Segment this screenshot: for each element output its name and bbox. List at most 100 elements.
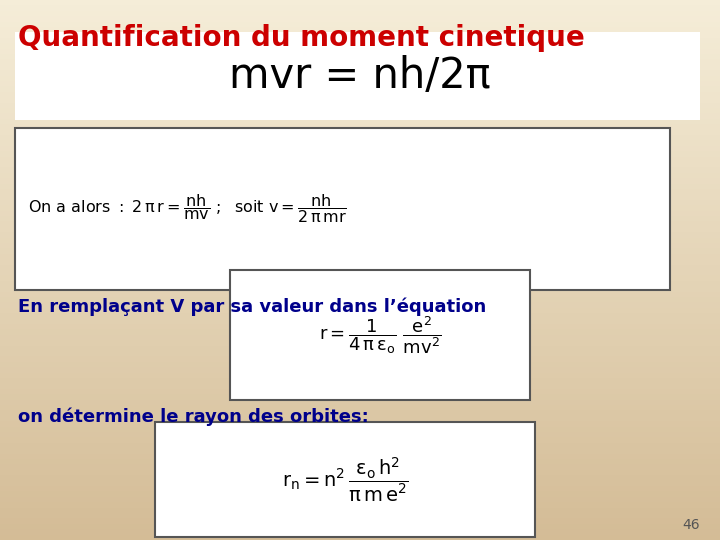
Bar: [0, 437, 720, 443]
Bar: [0, 140, 720, 146]
Bar: [0, 518, 720, 524]
Bar: [0, 340, 720, 346]
Bar: [0, 254, 720, 259]
Bar: [0, 362, 720, 367]
Bar: [0, 86, 720, 92]
Bar: [0, 475, 720, 481]
Bar: [0, 329, 720, 335]
Bar: [0, 508, 720, 513]
Bar: [0, 324, 720, 329]
Text: Quantification du moment cinetique: Quantification du moment cinetique: [18, 24, 585, 52]
Bar: [0, 178, 720, 184]
Bar: [0, 5, 720, 11]
Bar: [0, 513, 720, 518]
Bar: [0, 502, 720, 508]
Bar: [0, 189, 720, 194]
Bar: [0, 238, 720, 243]
Bar: [0, 32, 720, 38]
Bar: [0, 162, 720, 167]
Bar: [0, 38, 720, 43]
Bar: [0, 200, 720, 205]
Bar: [0, 76, 720, 81]
Bar: [0, 292, 720, 297]
Bar: [0, 351, 720, 356]
Bar: [0, 373, 720, 378]
Bar: [0, 232, 720, 238]
Bar: [0, 194, 720, 200]
Bar: [0, 205, 720, 211]
Bar: [0, 108, 720, 113]
Text: mvr = nh/2π: mvr = nh/2π: [229, 55, 491, 97]
Bar: [0, 146, 720, 151]
Bar: [0, 470, 720, 475]
Bar: [0, 378, 720, 383]
Bar: [0, 281, 720, 286]
Bar: [0, 270, 720, 275]
FancyBboxPatch shape: [15, 128, 670, 290]
Text: 46: 46: [683, 518, 700, 532]
Bar: [0, 448, 720, 454]
Bar: [0, 92, 720, 97]
Bar: [0, 416, 720, 421]
Bar: [0, 54, 720, 59]
Bar: [0, 59, 720, 65]
Bar: [0, 157, 720, 162]
Bar: [0, 151, 720, 157]
Text: $\mathrm{r_n = n^2\,\dfrac{\varepsilon_o\,h^2}{\pi\,m\,e^2}}$: $\mathrm{r_n = n^2\,\dfrac{\varepsilon_o…: [282, 456, 408, 504]
Bar: [0, 405, 720, 410]
Bar: [0, 459, 720, 464]
Bar: [0, 70, 720, 76]
Bar: [0, 0, 720, 5]
Bar: [0, 11, 720, 16]
Bar: [0, 302, 720, 308]
FancyBboxPatch shape: [155, 422, 535, 537]
Bar: [0, 491, 720, 497]
Bar: [0, 65, 720, 70]
Bar: [0, 319, 720, 324]
Bar: [0, 497, 720, 502]
Bar: [0, 124, 720, 130]
Bar: [0, 432, 720, 437]
Bar: [0, 454, 720, 459]
Bar: [0, 443, 720, 448]
Bar: [0, 221, 720, 227]
Bar: [0, 22, 720, 27]
Bar: [0, 394, 720, 400]
Bar: [0, 486, 720, 491]
Bar: [0, 335, 720, 340]
Bar: [0, 308, 720, 313]
Bar: [0, 173, 720, 178]
Bar: [0, 389, 720, 394]
Bar: [0, 410, 720, 416]
Bar: [0, 367, 720, 373]
Bar: [0, 259, 720, 265]
Bar: [0, 529, 720, 535]
Bar: [0, 356, 720, 362]
Bar: [0, 43, 720, 49]
Bar: [0, 49, 720, 54]
FancyBboxPatch shape: [15, 32, 700, 120]
Bar: [0, 130, 720, 135]
Bar: [0, 248, 720, 254]
FancyBboxPatch shape: [230, 270, 530, 400]
Bar: [0, 297, 720, 302]
Bar: [0, 383, 720, 389]
Bar: [0, 216, 720, 221]
Bar: [0, 265, 720, 270]
Bar: [0, 346, 720, 351]
Text: on détermine le rayon des orbites:: on détermine le rayon des orbites:: [18, 408, 369, 427]
Bar: [0, 167, 720, 173]
Bar: [0, 227, 720, 232]
Bar: [0, 313, 720, 319]
Bar: [0, 97, 720, 103]
Bar: [0, 243, 720, 248]
Text: En remplaçant V par sa valeur dans l’équation: En remplaçant V par sa valeur dans l’équ…: [18, 298, 486, 316]
Text: $\mathrm{r = \dfrac{1}{4\,\pi\,\varepsilon_o}\ \dfrac{e^2}{mv^2}}$: $\mathrm{r = \dfrac{1}{4\,\pi\,\varepsil…: [319, 314, 441, 356]
Bar: [0, 27, 720, 32]
Bar: [0, 400, 720, 405]
Bar: [0, 524, 720, 529]
Bar: [0, 113, 720, 119]
Bar: [0, 184, 720, 189]
Bar: [0, 464, 720, 470]
Bar: [0, 119, 720, 124]
